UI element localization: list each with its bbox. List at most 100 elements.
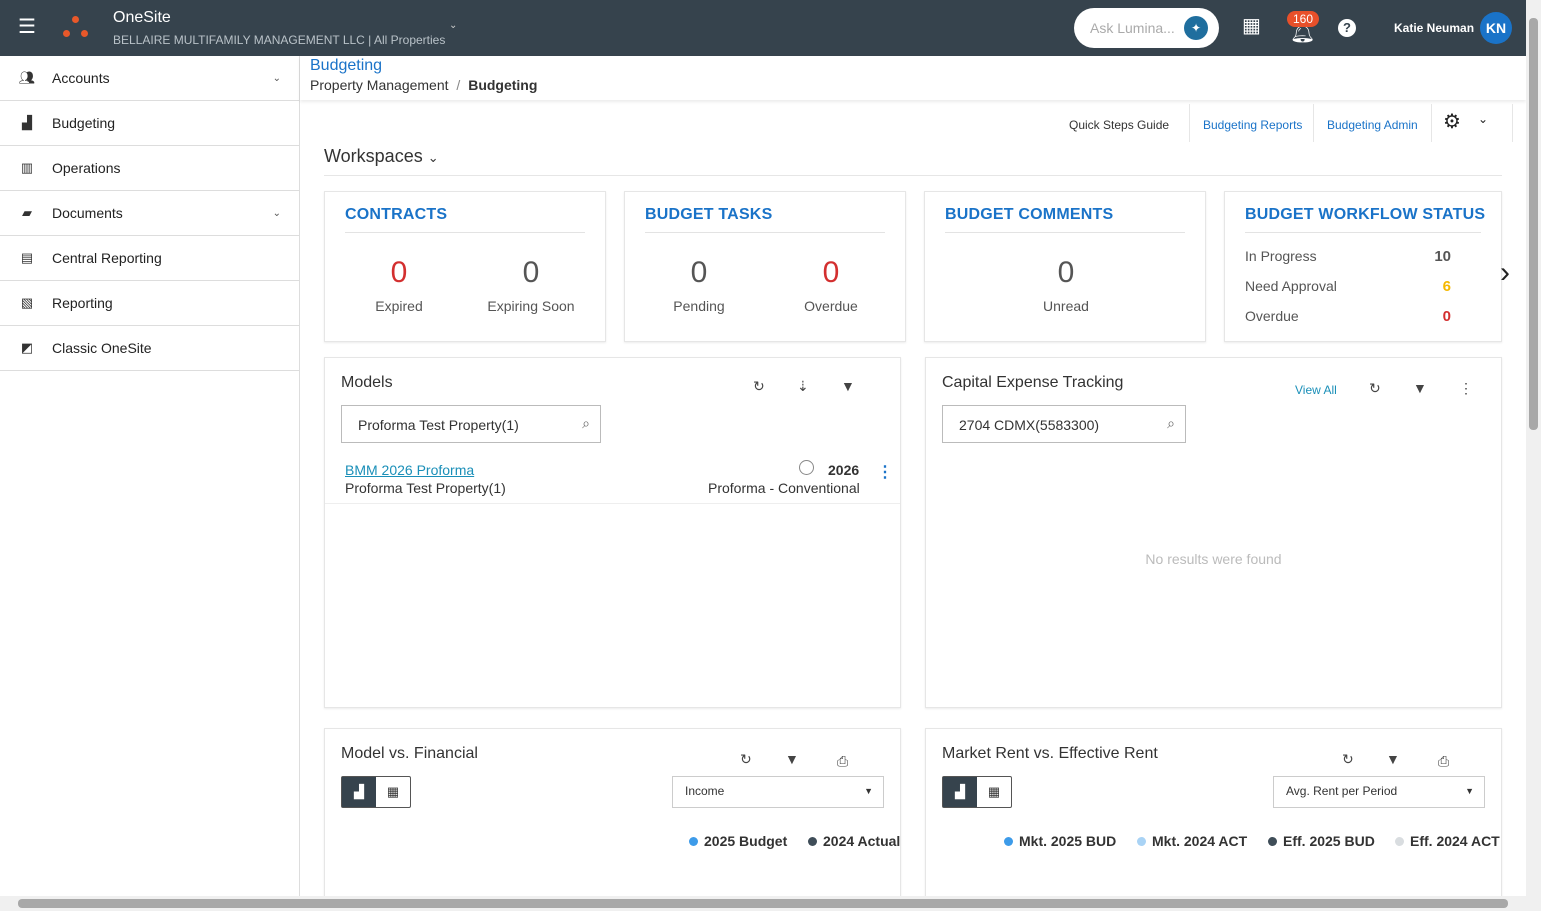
refresh-icon[interactable]: ↻ bbox=[1369, 380, 1381, 396]
filter-icon[interactable]: ▼ bbox=[841, 378, 855, 394]
avatar[interactable]: KN bbox=[1480, 12, 1512, 44]
more-vert-icon[interactable]: ⋮ bbox=[1459, 380, 1473, 396]
models-search-input[interactable]: Proforma Test Property(1) ⌕ bbox=[341, 405, 601, 443]
model-property: Proforma Test Property(1) bbox=[345, 480, 506, 496]
mvf-select[interactable]: Income ▼ bbox=[672, 776, 884, 808]
org-name: BELLAIRE MULTIFAMILY MANAGEMENT LLC | Al… bbox=[113, 33, 446, 47]
app-name: OneSite bbox=[113, 9, 171, 26]
folder-icon: ▰ bbox=[22, 205, 32, 220]
mre-select[interactable]: Avg. Rent per Period ▼ bbox=[1273, 776, 1485, 808]
sparkle-icon[interactable]: ✦ bbox=[1184, 16, 1208, 40]
workspaces-dropdown[interactable]: Workspaces ⌄ bbox=[324, 146, 439, 166]
menu-icon[interactable]: ☰ bbox=[18, 16, 36, 38]
org-chevron-icon[interactable]: ⌄ bbox=[449, 20, 458, 31]
workflow-label: Need Approval bbox=[1245, 278, 1337, 294]
card-title: CONTRACTS bbox=[345, 206, 448, 223]
refresh-icon[interactable]: ↻ bbox=[1342, 751, 1354, 767]
workflow-value[interactable]: 6 bbox=[1442, 278, 1451, 295]
breadcrumb-current: Budgeting bbox=[468, 77, 538, 93]
workflow-label: Overdue bbox=[1245, 308, 1299, 324]
budget-comments-card: BUDGET COMMENTS 0 Unread bbox=[924, 191, 1206, 342]
breadcrumb-parent[interactable]: Property Management bbox=[310, 77, 449, 93]
workflow-value[interactable]: 0 bbox=[1442, 308, 1451, 325]
sidebar-item-label: Reporting bbox=[52, 295, 113, 311]
sidebar-item-label: Operations bbox=[52, 160, 121, 176]
more-vert-icon[interactable]: ⋮ bbox=[877, 464, 893, 481]
page-title: Budgeting bbox=[310, 57, 383, 74]
budget-tasks-card: BUDGET TASKS 0 Pending 0 Overdue bbox=[624, 191, 906, 342]
table-view-icon[interactable]: ▦ bbox=[386, 784, 400, 799]
chart-view-icon[interactable]: ▟ bbox=[943, 777, 977, 807]
sidebar-item-budgeting[interactable]: ▟ Budgeting bbox=[0, 101, 299, 146]
sidebar-item-reporting[interactable]: ▧ Reporting bbox=[0, 281, 299, 326]
panel-title: Model vs. Financial bbox=[341, 745, 478, 762]
table-view-icon[interactable]: ▦ bbox=[987, 784, 1001, 799]
overdue-count[interactable]: 0 bbox=[822, 256, 840, 289]
users-icon: 👥︎ bbox=[18, 70, 36, 85]
unread-label: Unread bbox=[1043, 298, 1089, 314]
quick-steps-link[interactable]: Quick Steps Guide bbox=[1069, 118, 1170, 132]
chevron-right-icon[interactable]: › bbox=[1500, 256, 1510, 289]
legend-item: Mkt. 2025 BUD bbox=[1004, 833, 1116, 849]
workflow-status-card: BUDGET WORKFLOW STATUS In Progress 10 Need… bbox=[1224, 191, 1502, 342]
user-name[interactable]: Katie Neuman bbox=[1394, 21, 1475, 35]
budgeting-reports-link[interactable]: Budgeting Reports bbox=[1203, 118, 1303, 132]
breadcrumb: Budgeting Property Management / Budgetin… bbox=[300, 56, 1526, 100]
pending-label: Pending bbox=[673, 298, 725, 314]
chevron-down-icon: ⌄ bbox=[272, 72, 281, 84]
model-vs-financial-panel: Model vs. Financial ↻ ▼ ⎙ ▟ ▦ Income ▼ 202… bbox=[324, 728, 901, 908]
chevron-down-icon: ⌄ bbox=[272, 207, 281, 219]
sidebar-item-documents[interactable]: ▰ Documents ⌄ bbox=[0, 191, 299, 236]
vertical-scrollbar[interactable] bbox=[1526, 0, 1541, 896]
view-toggle: ▟ ▦ bbox=[942, 776, 1012, 808]
sidebar-item-central-reporting[interactable]: ▤ Central Reporting bbox=[0, 236, 299, 281]
expired-count[interactable]: 0 bbox=[390, 256, 408, 289]
capex-search-input[interactable]: 2704 CDMX(5583300) ⌕ bbox=[942, 405, 1186, 443]
chart-view-icon[interactable]: ▟ bbox=[342, 777, 376, 807]
sidebar-item-accounts[interactable]: 👥︎ Accounts ⌄ bbox=[0, 56, 299, 101]
model-year: 2026 bbox=[828, 462, 860, 478]
expiring-count[interactable]: 0 bbox=[522, 256, 540, 289]
document-icon: ▤ bbox=[20, 250, 34, 265]
gear-icon[interactable]: ⚙ bbox=[1443, 111, 1461, 133]
chevron-down-icon[interactable]: ⌄ bbox=[1478, 112, 1489, 126]
refresh-icon[interactable]: ↻ bbox=[740, 751, 752, 767]
building-icon: ▥ bbox=[20, 160, 34, 175]
print-icon[interactable]: ⎙ bbox=[1438, 753, 1450, 769]
sidebar-item-classic-onesite[interactable]: ◩ Classic OneSite bbox=[0, 326, 299, 371]
view-all-link[interactable]: View All bbox=[1295, 383, 1337, 397]
sidebar-item-operations[interactable]: ▥ Operations bbox=[0, 146, 299, 191]
onesite-logo bbox=[62, 16, 90, 40]
capex-panel: Capital Expense Tracking View All ↻ ▼ ⋮ … bbox=[925, 357, 1502, 708]
classic-icon: ◩ bbox=[20, 340, 34, 355]
view-toggle: ▟ ▦ bbox=[341, 776, 411, 808]
budgeting-admin-link[interactable]: Budgeting Admin bbox=[1327, 118, 1418, 132]
expired-label: Expired bbox=[375, 298, 423, 314]
ask-lumina-input[interactable]: Ask Lumina... ✦ bbox=[1074, 8, 1219, 48]
sort-icon[interactable]: ⇣ bbox=[797, 378, 809, 394]
panel-title: Market Rent vs. Effective Rent bbox=[942, 745, 1158, 762]
sidebar-item-label: Documents bbox=[52, 205, 123, 221]
apps-grid-icon[interactable]: ▦ bbox=[1242, 15, 1261, 37]
models-panel: Models ↻ ⇣ ▼ Proforma Test Property(1) ⌕ … bbox=[324, 357, 901, 708]
pending-count[interactable]: 0 bbox=[690, 256, 708, 289]
horizontal-scrollbar[interactable] bbox=[0, 896, 1541, 911]
panel-title: Capital Expense Tracking bbox=[942, 374, 1124, 391]
workflow-value[interactable]: 10 bbox=[1434, 248, 1451, 265]
contracts-card: CONTRACTS 0 Expired 0 Expiring Soon bbox=[324, 191, 606, 342]
bell-icon[interactable]: 🔔︎ bbox=[1290, 22, 1316, 44]
model-link[interactable]: BMM 2026 Proforma bbox=[345, 462, 475, 478]
search-icon: ⌕ bbox=[1167, 415, 1175, 431]
market-vs-effective-rent-panel: Market Rent vs. Effective Rent ↻ ▼ ⎙ ▟ ▦ … bbox=[925, 728, 1502, 908]
unread-count[interactable]: 0 bbox=[1057, 256, 1075, 289]
refresh-icon[interactable]: ↻ bbox=[753, 378, 765, 394]
legend-item: Eff. 2024 ACT bbox=[1395, 833, 1500, 849]
filter-icon[interactable]: ▼ bbox=[785, 751, 799, 767]
workflow-label: In Progress bbox=[1245, 248, 1317, 264]
filter-icon[interactable]: ▼ bbox=[1413, 380, 1427, 396]
help-icon[interactable]: ? bbox=[1338, 19, 1356, 37]
filter-icon[interactable]: ▼ bbox=[1386, 751, 1400, 767]
model-radio[interactable] bbox=[799, 460, 814, 475]
print-icon[interactable]: ⎙ bbox=[837, 753, 849, 769]
bar-chart-icon: ▟ bbox=[22, 115, 32, 130]
